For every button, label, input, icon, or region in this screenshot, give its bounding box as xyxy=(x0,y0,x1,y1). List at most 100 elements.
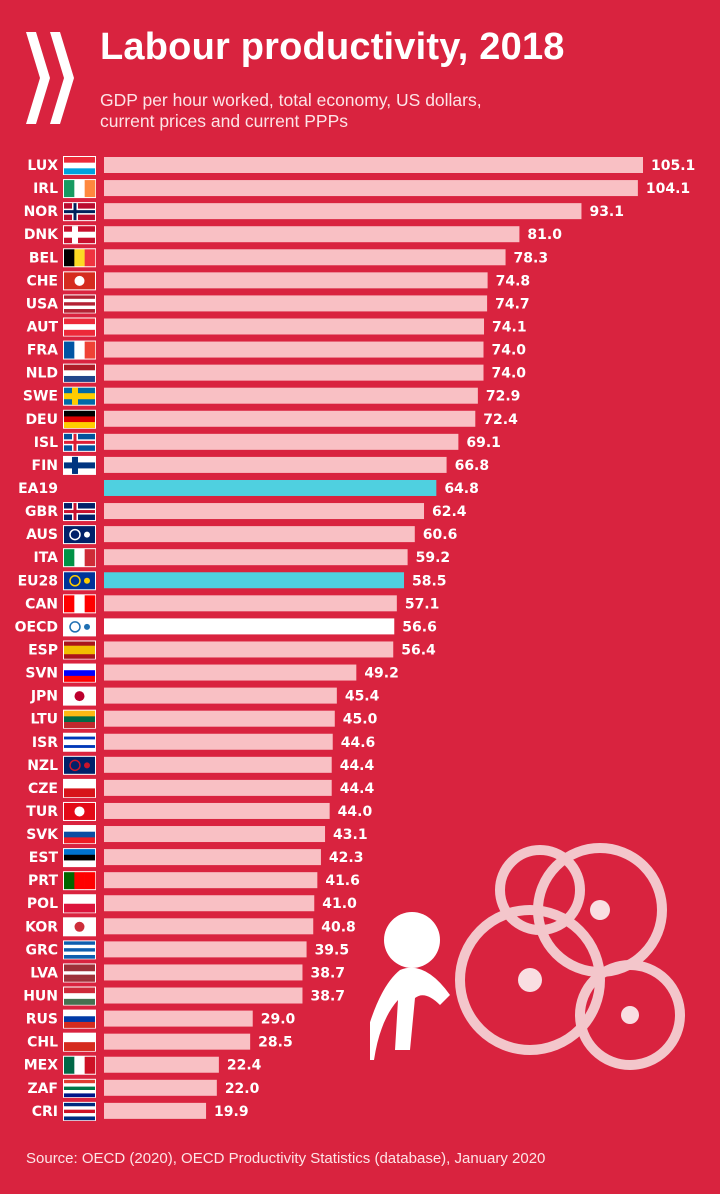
bar xyxy=(104,272,488,289)
flag-stripe xyxy=(64,967,95,972)
value-label: 42.3 xyxy=(329,850,364,866)
category-label: NZL xyxy=(27,758,58,774)
flag-stripe xyxy=(64,951,95,956)
flag-stripe xyxy=(64,1086,95,1091)
flag-che-icon xyxy=(63,271,96,291)
flag-stripe xyxy=(64,747,95,752)
bar-row-esp: ESP 56.4 xyxy=(28,640,436,660)
flag-stripe xyxy=(64,168,95,175)
category-label: GBR xyxy=(25,504,58,520)
bar xyxy=(104,595,397,612)
bar xyxy=(104,157,643,173)
flag-stripe xyxy=(64,329,95,336)
value-label: 72.9 xyxy=(486,389,521,405)
flag-dnk-icon xyxy=(63,225,96,245)
bar xyxy=(104,410,476,427)
flag-stripe xyxy=(64,895,95,905)
flag-stripe xyxy=(74,341,85,359)
flag-emblem xyxy=(69,575,81,587)
flag-tur-icon xyxy=(63,801,96,821)
flag-stripe xyxy=(64,654,95,659)
bar-row-deu: DEU 72.4 xyxy=(25,409,518,429)
flag-deu-icon xyxy=(63,409,96,429)
flag-nld-icon xyxy=(63,363,96,383)
flag-stripe xyxy=(64,157,95,163)
flag-emblem xyxy=(74,806,85,817)
category-label: LVA xyxy=(30,965,58,981)
value-label: 40.8 xyxy=(321,919,356,935)
category-label: EST xyxy=(29,850,59,866)
value-label: 43.1 xyxy=(333,827,368,843)
flag-kor-icon xyxy=(63,917,96,937)
flag-isl-icon xyxy=(63,432,96,452)
flag-stripe xyxy=(84,249,96,267)
bar xyxy=(104,641,394,658)
flag-stripe xyxy=(84,341,96,359)
value-label: 66.8 xyxy=(455,458,490,474)
category-label: JPN xyxy=(30,689,58,705)
category-label: AUS xyxy=(26,527,58,543)
flag-emblem xyxy=(84,531,90,538)
category-label: PRT xyxy=(28,873,58,889)
flag-stripe xyxy=(64,318,95,325)
flag-stripe xyxy=(64,162,95,169)
category-label: LTU xyxy=(30,712,58,728)
value-label: 60.6 xyxy=(423,527,458,543)
flag-stripe xyxy=(74,872,85,890)
flag-stripe xyxy=(74,180,85,198)
bar xyxy=(104,433,459,450)
flag-stripe xyxy=(64,826,95,832)
category-label: BEL xyxy=(29,250,58,266)
value-label: 39.5 xyxy=(315,942,350,958)
value-label: 81.0 xyxy=(527,227,562,243)
flag-stripe xyxy=(64,872,75,890)
bar xyxy=(104,987,303,1004)
flag-stripe xyxy=(64,854,95,861)
flag-grc-icon xyxy=(63,940,96,960)
flag-stripe xyxy=(64,1079,95,1084)
value-label: 56.4 xyxy=(401,642,436,658)
bar-row-gbr: GBR 62.4 xyxy=(25,502,467,522)
flag-svn-icon xyxy=(63,663,96,683)
flag-stripe xyxy=(64,849,95,856)
flag-irl-icon xyxy=(63,179,96,199)
flag-aut-icon xyxy=(63,317,96,337)
category-label: DNK xyxy=(24,227,59,243)
category-label: IRL xyxy=(33,181,58,197)
bar-row-grc: GRC 39.5 xyxy=(25,940,350,960)
category-label: ITA xyxy=(33,550,58,566)
value-label: 105.1 xyxy=(651,158,695,174)
category-label: POL xyxy=(27,896,58,912)
flag-can-icon xyxy=(63,594,96,614)
category-label: CAN xyxy=(25,596,58,612)
flag-stripe xyxy=(74,1056,85,1074)
flag-stripe xyxy=(64,1093,95,1098)
category-label: KOR xyxy=(25,919,58,935)
bar-row-nzl: NZL 44.4 xyxy=(27,755,375,775)
flag-stripe xyxy=(64,998,95,1005)
bar-row-bel: BEL 78.3 xyxy=(29,248,548,268)
bar-row-est: EST 42.3 xyxy=(29,848,364,868)
flag-stripe xyxy=(64,1116,95,1121)
value-label: 72.4 xyxy=(483,412,518,428)
flag-stripe xyxy=(64,987,95,994)
flag-stripe xyxy=(64,416,95,423)
flag-stripe xyxy=(64,410,95,417)
flag-stripe xyxy=(64,739,95,743)
category-label: MEX xyxy=(24,1058,58,1074)
bar xyxy=(104,249,506,266)
flag-stripe xyxy=(64,903,95,913)
value-label: 45.0 xyxy=(343,712,378,728)
bar-row-lux: LUX 105.1 xyxy=(27,156,695,175)
category-label: OECD xyxy=(15,619,58,635)
bar-row-nld: NLD 74.0 xyxy=(26,363,526,383)
flag-stripe xyxy=(64,364,95,371)
flag-stripe xyxy=(64,742,95,746)
bar-row-cze: CZE 44.4 xyxy=(28,778,375,798)
flag-emblem xyxy=(69,528,81,541)
category-label: FIN xyxy=(32,458,59,474)
value-label: 57.1 xyxy=(405,596,440,612)
bar-row-prt: PRT 41.6 xyxy=(28,871,360,891)
flag-stripe xyxy=(84,1056,96,1074)
